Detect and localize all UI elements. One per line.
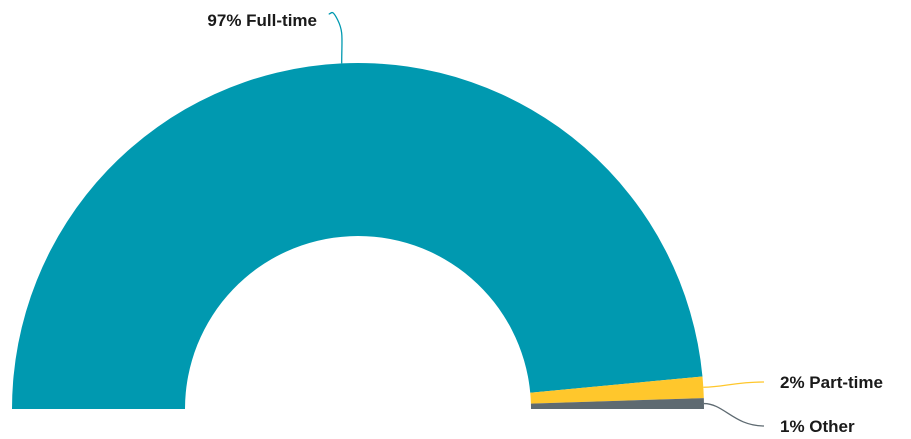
leader-lines-group [328,11,765,427]
leader-line-full-time [328,11,343,64]
slice-label-full-time: 97% Full-time [207,11,317,30]
slice-label-part-time: 2% Part-time [780,373,883,392]
leader-line-other [703,402,765,427]
slices-group [12,63,704,409]
slice-other [530,398,704,409]
leader-line-part-time [703,381,765,388]
slice-label-other: 1% Other [780,417,855,436]
slice-full-time [12,63,703,409]
slice-part-time [530,376,704,404]
labels-group: 97% Full-time 2% Part-time 1% Other [207,11,883,436]
